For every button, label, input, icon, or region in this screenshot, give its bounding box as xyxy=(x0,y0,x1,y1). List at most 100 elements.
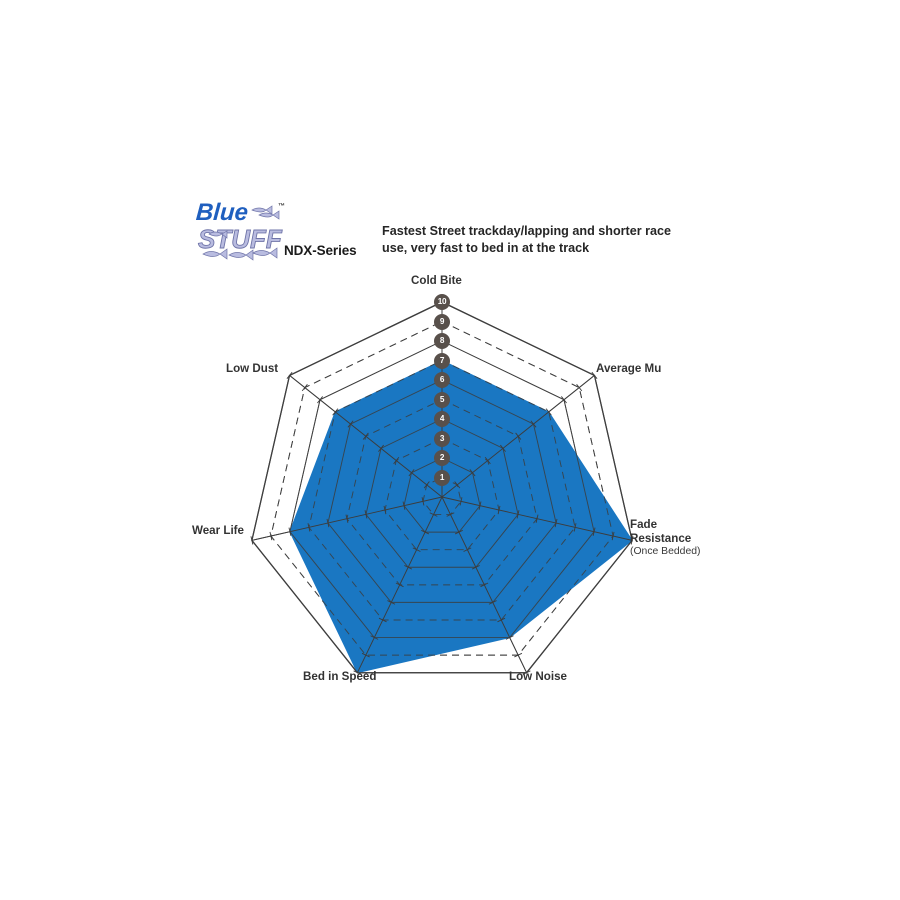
radar-tick-mark xyxy=(383,505,387,515)
radar-scale-badge-6: 6 xyxy=(434,372,450,388)
radar-ring-4 xyxy=(365,418,519,568)
radar-tick-mark xyxy=(535,514,539,523)
radar-tick-mark xyxy=(362,432,369,440)
radar-tick-mark xyxy=(353,670,362,675)
radar-tick-mark xyxy=(478,501,482,510)
axis-label-fade-resistance-sub: (Once Bedded) xyxy=(630,546,701,557)
radar-grid-rings-overlay xyxy=(251,301,633,674)
radar-tick-mark xyxy=(364,510,368,519)
radar-tick-mark xyxy=(514,652,523,658)
radar-tick-mark xyxy=(429,512,438,517)
radar-tick-mark xyxy=(471,565,480,570)
radar-tick-mark xyxy=(361,652,370,658)
radar-tick-mark xyxy=(530,420,537,428)
radar-tick-mark xyxy=(480,582,489,588)
axis-label-low-noise: Low Noise xyxy=(509,670,567,683)
radar-ring-10 xyxy=(251,301,633,674)
axis-label-wear-life: Wear Life xyxy=(192,524,244,537)
radar-tick-mark xyxy=(378,444,384,452)
bluestuff-logo-artwork: Blue ™ STUFF xyxy=(196,199,285,261)
radar-ring-7 xyxy=(308,359,576,621)
radar-ring-6 xyxy=(327,379,557,603)
radar-tick-mark xyxy=(454,529,463,535)
radar-tick-mark xyxy=(463,547,472,552)
radar-tick-mark xyxy=(345,514,349,523)
radar-tick-mark xyxy=(611,531,615,541)
radar-ring-9 xyxy=(270,320,614,656)
radar-tick-mark xyxy=(500,444,506,452)
radar-tick-mark xyxy=(286,371,293,379)
logo-trademark: ™ xyxy=(278,203,285,210)
radar-tick-mark xyxy=(370,635,379,640)
radar-tick-mark xyxy=(497,505,501,515)
radar-scale-badge-7: 7 xyxy=(434,352,450,369)
radar-ring-5 xyxy=(346,398,538,586)
logo-fish-bottom-group xyxy=(202,230,278,261)
radar-tick-mark xyxy=(393,456,400,465)
radar-tick-mark xyxy=(488,600,497,605)
radar-tick-mark xyxy=(560,396,567,404)
radar-tick-mark xyxy=(404,565,413,570)
radar-tick-mark xyxy=(387,600,396,605)
radar-tick-mark xyxy=(592,527,596,536)
radar-tick-mark xyxy=(423,481,430,489)
radar-tick-mark xyxy=(317,396,324,404)
radar-tick-mark xyxy=(326,518,330,528)
logo-word-stuff: STUFF xyxy=(198,224,283,254)
product-header: Blue ™ STUFF xyxy=(196,198,716,270)
radar-series-polygon xyxy=(289,359,633,674)
radar-tick-mark xyxy=(505,635,514,640)
radar-tick-mark xyxy=(288,527,292,536)
radar-tick-mark xyxy=(576,384,583,392)
radar-tick-mark xyxy=(591,371,598,379)
radar-tick-mark xyxy=(454,481,461,489)
radar-tick-mark xyxy=(497,617,506,623)
radar-tick-mark xyxy=(408,469,415,477)
radar-ring-2 xyxy=(403,457,481,533)
radar-tick-mark xyxy=(516,510,520,519)
radar-tick-mark xyxy=(347,420,354,428)
radar-ring-8 xyxy=(289,340,595,639)
radar-scale-badge-4: 4 xyxy=(434,411,450,427)
radar-scale-badge-1: 1 xyxy=(434,469,450,486)
radar-tick-mark xyxy=(459,497,463,506)
radar-scale-badge-2: 2 xyxy=(434,450,450,466)
axis-label-fade-resistance: Fade Resistance (Once Bedded) xyxy=(630,518,700,559)
series-label: NDX-Series xyxy=(284,243,357,258)
radar-tick-mark xyxy=(301,384,308,392)
radar-tick-mark xyxy=(421,497,425,506)
axis-label-average-mu: Average Mu xyxy=(596,362,662,375)
product-tagline: Fastest Street trackday/lapping and shor… xyxy=(382,224,672,255)
radar-scale-badge-3: 3 xyxy=(434,430,450,447)
radar-tick-mark xyxy=(484,456,491,465)
radar-scale-badge-10: 10 xyxy=(434,294,450,310)
radar-tick-mark xyxy=(573,523,577,532)
radar-tick-mark xyxy=(630,536,634,545)
axis-label-low-dust: Low Dust xyxy=(226,362,279,375)
radar-tick-mark xyxy=(412,547,421,552)
radar-scale-badge-8: 8 xyxy=(434,333,450,349)
axis-label-cold-bite: Cold Bite xyxy=(411,274,462,287)
radar-tick-mark xyxy=(378,617,387,623)
radar-tick-mark xyxy=(307,523,311,532)
logo-fish-top-group xyxy=(251,205,280,220)
radar-scale-badge-5: 5 xyxy=(434,391,450,408)
radar-tick-mark xyxy=(522,670,531,675)
radar-tick-mark xyxy=(554,518,558,528)
radar-scale-badge-9: 9 xyxy=(434,313,450,330)
axis-label-bed-in-speed: Bed in Speed xyxy=(303,670,377,683)
radar-tick-mark xyxy=(250,536,254,545)
radar-tick-mark xyxy=(469,469,476,477)
radar-tick-mark xyxy=(332,408,339,416)
bluestuff-logo: Blue ™ STUFF xyxy=(196,198,296,264)
radar-tick-mark xyxy=(395,582,404,588)
radar-tick-mark xyxy=(446,512,455,517)
radar-tick-mark xyxy=(545,408,552,416)
radar-ring-1 xyxy=(422,476,462,516)
radar-tick-mark xyxy=(402,501,406,510)
radar-tick-mark xyxy=(269,531,273,541)
axis-label-fade-resistance-main: Fade Resistance xyxy=(630,518,692,545)
